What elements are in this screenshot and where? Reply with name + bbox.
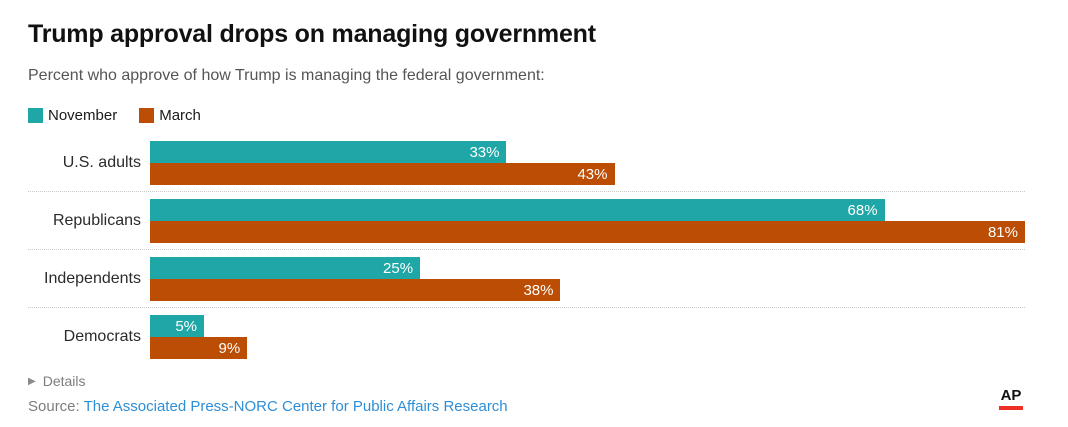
bar-value-label: 33%: [469, 143, 500, 161]
category-label: Republicans: [52, 212, 141, 229]
bar-value-label: 81%: [987, 223, 1018, 241]
bar-value-label: 43%: [577, 165, 608, 183]
bar-track: 33% 43%: [150, 141, 1025, 185]
chart-row: Independents 25% 38%: [28, 257, 1025, 301]
ap-logo-red-bar: [999, 406, 1023, 410]
legend-swatch-november: [28, 108, 43, 123]
details-toggle[interactable]: ▶ Details: [28, 373, 86, 389]
bar-march: 81%: [150, 221, 1025, 243]
bar-value-label: 25%: [383, 259, 414, 277]
bar-chart: U.S. adults 33% 43% Republicans 68% 81% Indepe…: [28, 141, 1025, 359]
row-separator: [28, 191, 1025, 192]
bar-value-label: 38%: [523, 281, 554, 299]
legend-item-november: November: [28, 107, 117, 124]
page-title: Trump approval drops on managing governm…: [28, 20, 596, 48]
details-label: Details: [42, 373, 86, 389]
bar-track: 68% 81%: [150, 199, 1025, 243]
bar-march: 9%: [150, 337, 248, 359]
chart-row: Democrats 5% 9%: [28, 315, 1025, 359]
bar-track: 25% 38%: [150, 257, 1025, 301]
chart-row: U.S. adults 33% 43%: [28, 141, 1025, 185]
legend-label-november: November: [48, 107, 118, 124]
row-separator: [28, 249, 1025, 250]
ap-logo: AP: [999, 388, 1023, 410]
source-prefix: Source:: [28, 398, 84, 415]
bar-march: 38%: [150, 279, 561, 301]
triangle-right-icon: ▶: [28, 375, 36, 387]
bar-november: 25%: [150, 257, 421, 279]
bar-march: 43%: [150, 163, 615, 185]
legend: November March: [28, 107, 1025, 124]
legend-item-march: March: [139, 107, 201, 124]
bar-november: 68%: [150, 199, 885, 221]
category-label: Democrats: [63, 328, 141, 345]
bar-value-label: 68%: [847, 201, 878, 219]
legend-swatch-march: [139, 108, 155, 123]
category-label: Independents: [44, 270, 141, 287]
chart-subtitle: Percent who approve of how Trump is mana…: [28, 67, 545, 84]
bar-value-label: 9%: [218, 339, 241, 357]
bar-track: 5% 9%: [150, 315, 1025, 359]
source-line: Source: The Associated Press-NORC Center…: [28, 398, 1025, 415]
bar-november: 33%: [150, 141, 507, 163]
chart-row: Republicans 68% 81%: [28, 199, 1025, 243]
bar-november: 5%: [150, 315, 204, 337]
bar-value-label: 5%: [175, 317, 197, 335]
category-label: U.S. adults: [62, 154, 141, 171]
source-link[interactable]: The Associated Press-NORC Center for Pub…: [83, 398, 508, 415]
row-separator: [28, 307, 1025, 308]
legend-label-march: March: [159, 107, 201, 124]
ap-logo-text: AP: [1000, 387, 1022, 404]
